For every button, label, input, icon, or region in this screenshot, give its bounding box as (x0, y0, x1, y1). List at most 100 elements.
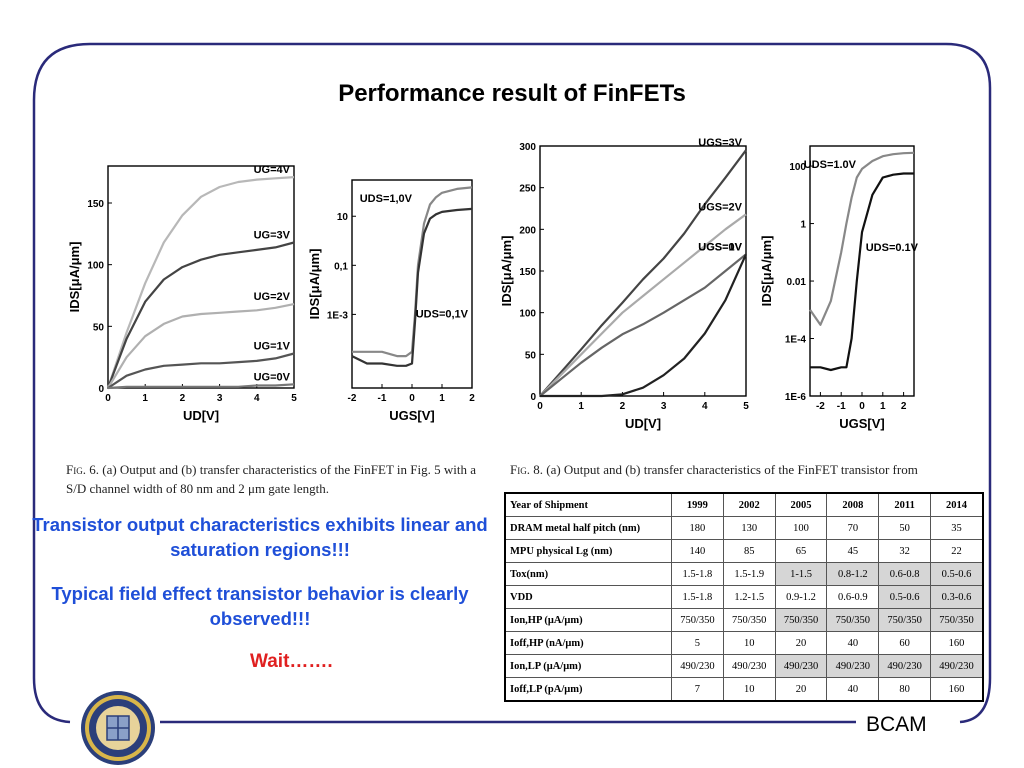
plot-frame (809, 145, 915, 397)
series-label: UGS=3V (698, 138, 742, 149)
x-axis-label: UGS[V] (839, 416, 885, 431)
y-tick-label: 200 (519, 225, 536, 236)
y-tick-label: 10 (337, 212, 349, 223)
fig6-caption-text: (a) Output and (b) transfer characterist… (66, 462, 477, 496)
x-tick-label: 3 (217, 393, 223, 404)
series-line (539, 213, 747, 397)
x-tick-label: 0 (537, 401, 543, 412)
table-header-year: 2014 (930, 492, 984, 517)
table-header-year: 2011 (878, 492, 932, 517)
table-cell: 180 (671, 516, 724, 540)
table-cell: 20 (774, 677, 828, 702)
x-axis-label: UD[V] (625, 416, 661, 431)
table-header-row: Year of Shipment 1999 2002 2005 2008 2011 2014 (504, 492, 984, 517)
x-tick-label: 4 (702, 401, 708, 412)
y-tick-label: 1E-3 (327, 310, 349, 321)
plot-frame (539, 145, 747, 397)
table-row: Ion,HP (μA/μm) 750/350 750/350 750/350 750/3… (504, 608, 984, 632)
x-tick-label: 0 (409, 393, 415, 404)
fig8-caption: Fig. 8. (a) Output and (b) transfer char… (510, 460, 930, 482)
table-cell: 1.5-1.9 (722, 562, 776, 586)
y-tick-label: 100 (789, 162, 806, 173)
series-line (107, 352, 295, 389)
y-tick-label: 300 (519, 142, 536, 153)
y-tick-label: 250 (519, 184, 536, 195)
table-header-year: 2005 (774, 492, 828, 517)
series-line (107, 383, 295, 390)
y-tick-label: 100 (519, 309, 536, 320)
table-cell: 22 (930, 539, 984, 563)
table-row-label: DRAM metal half pitch (nm) (504, 516, 673, 540)
table-row: DRAM metal half pitch (nm) 180 130 100 70 50 3… (504, 516, 984, 540)
series-line (351, 207, 473, 367)
series-label: UGS=0V (698, 241, 742, 253)
table-row: Tox(nm) 1.5-1.8 1.5-1.9 1-1.5 0.8-1.2 0.6-0.8… (504, 562, 984, 586)
table-cell: 490/230 (930, 654, 984, 678)
wait-text: Wait……. (250, 651, 333, 672)
table-cell: 130 (722, 516, 776, 540)
table-row-label: Ioff,HP (nA/μm) (504, 631, 673, 655)
y-axis-label: IDS[μA/μm] (500, 236, 514, 307)
x-axis-label: UGS[V] (389, 408, 435, 423)
table-row: MPU physical Lg (nm) 140 85 65 45 32 22 (504, 539, 984, 563)
table-cell: 750/350 (826, 608, 880, 632)
table-cell: 490/230 (774, 654, 828, 678)
table-header-year: 2002 (722, 492, 776, 517)
fig6a-output-chart: 0 1 2 3 4 5 0 50 100 150 UD[V] IDS[μA/μm] UG=4V UG=3V… (68, 158, 300, 443)
table-cell: 40 (826, 631, 880, 655)
x-tick-label: 4 (254, 393, 260, 404)
y-tick-label: 1E-6 (785, 392, 807, 403)
fig8b-transfer-chart: -2 -1 0 1 2 100 1 0.01 1E-4 1E-6 UGS[V] IDS[μA/μm] U… (760, 138, 926, 448)
bullet-fet-behavior: Typical field effect transistor behavior… (51, 583, 469, 629)
y-tick-label: 1E-4 (785, 335, 807, 346)
table-cell: 20 (774, 631, 828, 655)
table-row-label: Tox(nm) (504, 562, 673, 586)
table-cell: 100 (774, 516, 828, 540)
fig6-caption-label: Fig. 6. (66, 462, 99, 477)
table-cell: 80 (878, 677, 932, 702)
y-tick-label: 100 (87, 261, 104, 272)
table-cell: 750/350 (671, 608, 724, 632)
x-tick-label: 0 (859, 401, 865, 412)
series-line (810, 172, 914, 372)
chart-svg: -2 -1 0 1 2 100 1 0.01 1E-4 1E-6 UGS[V] IDS[μA/μm] U… (760, 145, 919, 431)
y-tick-label: 1 (800, 220, 806, 231)
table-cell: 1.5-1.8 (671, 562, 724, 586)
chart-svg: 0 1 2 3 4 5050100150UD[V]IDS[μA/μm]UG=4VUG=3V… (68, 164, 297, 423)
x-tick-label: 1 (880, 401, 886, 412)
bullet-output-characteristics: Transistor output characteristics exhibi… (32, 514, 488, 560)
fig6-caption: Fig. 6. (a) Output and (b) transfer char… (66, 460, 480, 498)
x-tick-label: 5 (291, 393, 297, 404)
table-row-label: MPU physical Lg (nm) (504, 539, 673, 563)
series-line (352, 186, 473, 358)
table-cell: 750/350 (774, 608, 828, 632)
x-tick-label: 1 (142, 393, 148, 404)
table-row-label: Ion,HP (μA/μm) (504, 608, 673, 632)
fig8-caption-text: (a) Output and (b) transfer characterist… (510, 462, 918, 482)
slide-title: Performance result of FinFETs (338, 80, 686, 107)
series-label: UGS=1V (698, 241, 742, 253)
table-cell: 50 (878, 516, 932, 540)
x-tick-label: 3 (661, 401, 667, 412)
series-line (809, 151, 915, 326)
series-label: UG=0V (254, 371, 291, 383)
table-cell: 65 (774, 539, 828, 563)
y-tick-label: 0,1 (334, 261, 348, 272)
x-tick-label: 1 (439, 393, 445, 404)
x-axis-label: UD[V] (183, 408, 219, 423)
table-cell: 750/350 (722, 608, 776, 632)
itrs-roadmap-table: Year of Shipment 1999 2002 2005 2008 2011 2014… (504, 492, 984, 702)
x-tick-label: 2 (469, 393, 475, 404)
table-cell: 0.3-0.6 (930, 585, 984, 609)
table-cell: 0.8-1.2 (826, 562, 880, 586)
table-row: Ioff,HP (nA/μm) 5 10 20 40 60 160 (504, 631, 984, 655)
table-cell: 1.5-1.8 (671, 585, 724, 609)
series-label: UGS=2V (698, 201, 742, 213)
series-line (107, 303, 295, 389)
fig6b-transfer-chart: -2 -1 0 1 2 10 0,1 1E-3 UGS[V] IDS[μA/μm] UDS=1,0V… (308, 158, 482, 443)
y-tick-label: 150 (519, 267, 536, 278)
table-header-year: 1999 (671, 492, 724, 517)
table-cell: 70 (826, 516, 880, 540)
table-cell: 60 (878, 631, 932, 655)
